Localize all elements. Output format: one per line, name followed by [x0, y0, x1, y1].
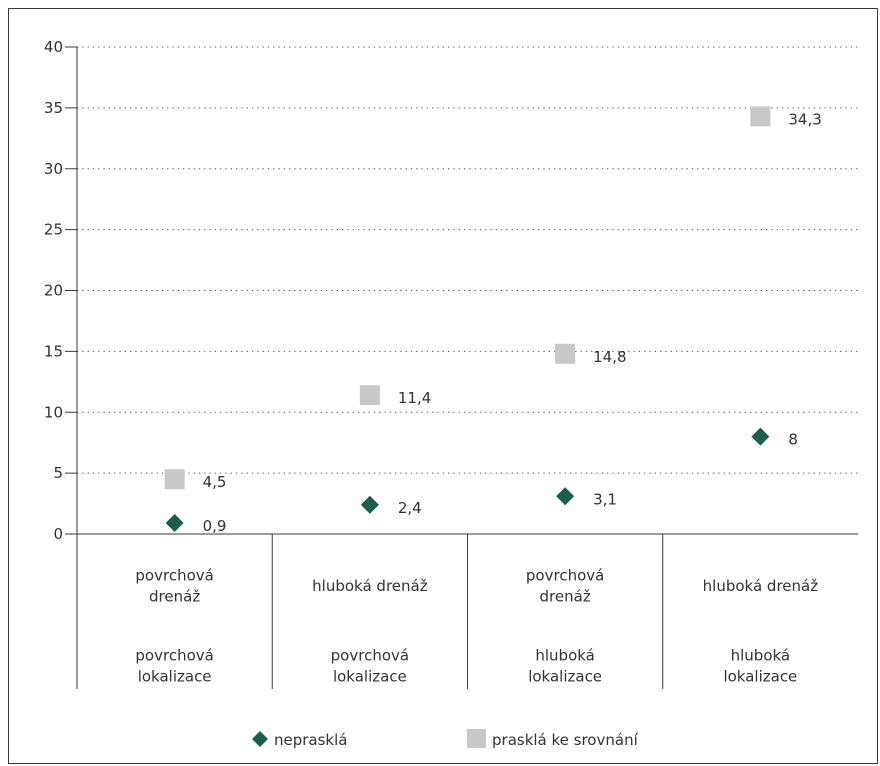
category-label-localization: lokalizace	[528, 668, 602, 686]
category-label-drainage: povrchová	[135, 567, 213, 585]
data-label-praskla: 11,4	[398, 389, 431, 407]
y-tick-label: 40	[44, 38, 63, 56]
data-label-nepraskla: 8	[788, 431, 798, 449]
data-point-nepraskla	[751, 427, 770, 446]
legend: neprasklá prasklá ke srovnání	[252, 729, 639, 749]
y-tick-label: 35	[44, 99, 63, 117]
legend-square-marker	[467, 729, 486, 748]
category-label-drainage: povrchová	[526, 567, 604, 585]
gridlines	[77, 46, 858, 474]
y-axis: 0 5 10 15 20 25 30 35 40	[44, 38, 78, 543]
y-tick-label: 30	[44, 160, 63, 178]
y-tick-label: 10	[44, 403, 63, 421]
chart-frame	[8, 8, 878, 764]
category-label-localization: lokalizace	[138, 668, 212, 686]
data-label-praskla: 14,8	[593, 348, 626, 366]
data-point-nepraskla	[360, 495, 379, 514]
category-label-drainage: drenáž	[540, 588, 591, 606]
data-point-praskla	[164, 469, 185, 490]
y-tick-label: 0	[53, 525, 63, 543]
data-label-nepraskla: 2,4	[398, 499, 422, 517]
category-label-drainage: hluboká drenáž	[703, 577, 819, 595]
legend-label-praskla: prasklá ke srovnání	[492, 731, 639, 749]
category-label-localization: lokalizace	[723, 668, 797, 686]
category-label-drainage: hluboká drenáž	[312, 577, 428, 595]
data-point-nepraskla	[165, 514, 184, 533]
data-label-praskla: 4,5	[203, 473, 227, 491]
data-marks: 0,9 2,4 3,1 8 4,5 11,4 14,8 34,3	[164, 106, 822, 535]
category-label-localization: hluboká	[731, 647, 791, 665]
category-label-localization: povrchová	[331, 647, 409, 665]
data-point-praskla	[750, 106, 771, 127]
legend-diamond-marker	[252, 731, 268, 747]
y-tick-label: 25	[44, 221, 63, 239]
data-point-praskla	[359, 385, 380, 406]
y-tick-label: 5	[53, 464, 63, 482]
legend-label-nepraskla: neprasklá	[274, 731, 347, 749]
category-label-localization: lokalizace	[333, 668, 407, 686]
category-label-localization: povrchová	[135, 647, 213, 665]
x-axis-table: povrchová drenáž povrchová lokalizace hlubok…	[76, 533, 858, 689]
category-label-localization: hluboká	[535, 647, 595, 665]
data-label-praskla: 34,3	[788, 110, 821, 128]
y-tick-label: 20	[44, 282, 63, 300]
data-point-nepraskla	[556, 487, 575, 506]
data-point-praskla	[555, 343, 576, 364]
data-label-nepraskla: 3,1	[593, 490, 617, 508]
category-label-drainage: drenáž	[149, 588, 200, 606]
y-tick-label: 15	[44, 342, 63, 360]
data-label-nepraskla: 0,9	[203, 517, 227, 535]
